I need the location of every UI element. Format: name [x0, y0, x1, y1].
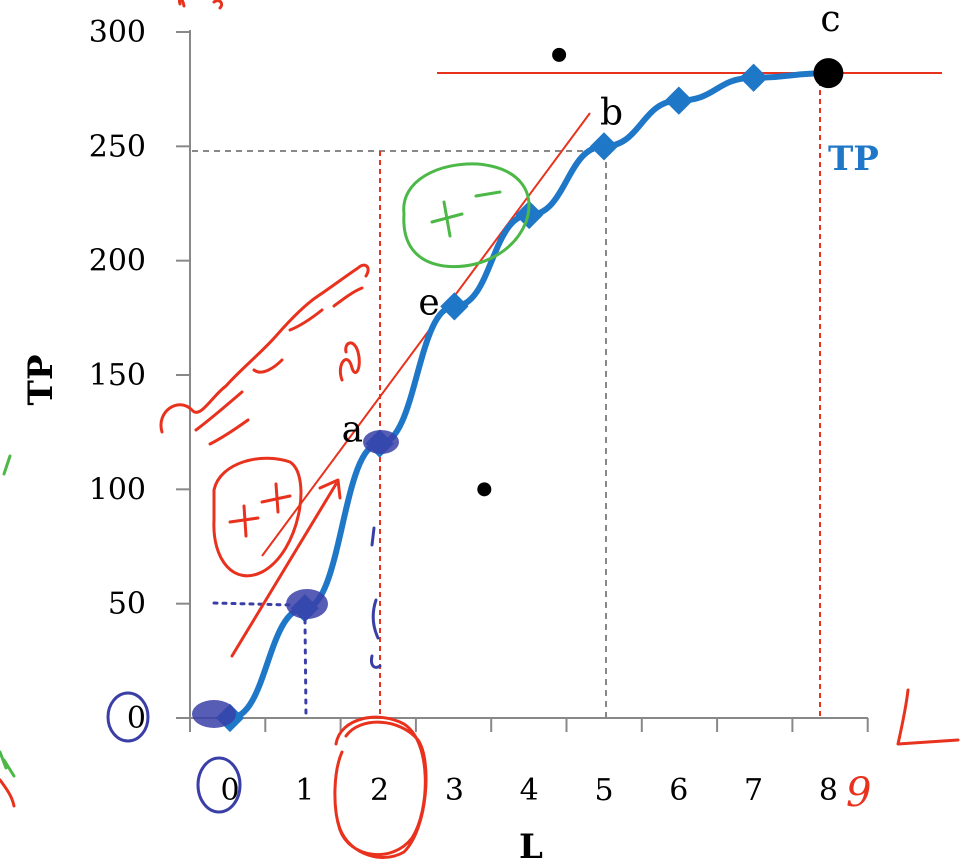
x-tick-label: 6: [669, 773, 688, 808]
point-label-b: b: [600, 92, 623, 133]
green-minus-sign: [474, 190, 502, 198]
x-tick-label: 4: [520, 773, 539, 808]
red-circle-plus-plus: [212, 456, 303, 578]
y-tick-label: 300: [89, 15, 146, 50]
blue-ink-annotations: [106, 430, 399, 814]
blue-dotted-horizontal: [212, 601, 294, 607]
tp-series-marker: [589, 132, 619, 161]
y-tick-label: 250: [89, 129, 146, 164]
red-plus-signs: [228, 482, 292, 538]
tangent-line-e: [261, 112, 591, 557]
blue-dotted-vertical-1: [303, 618, 308, 718]
point-label-e: e: [418, 282, 439, 323]
blue-scribble-point-2: [363, 430, 399, 454]
point-label-a: a: [342, 410, 363, 451]
x-tick-label: 2: [370, 773, 389, 808]
red-ink-annotations: 9: [0, 0, 960, 859]
tp-series-marker: [739, 63, 768, 92]
y-tick-label: 100: [89, 472, 146, 507]
y-axis-title: TP: [21, 355, 61, 406]
black-dot: [477, 482, 492, 497]
blue-dashes-vertical-2: [370, 526, 382, 669]
red-small-arrow: [338, 341, 361, 382]
x-tick-label: 3: [445, 773, 464, 808]
y-tick-label: 150: [89, 358, 146, 393]
series-layer: [215, 47, 844, 733]
x-tick-label: 5: [594, 773, 613, 808]
y-tick-label: 200: [89, 244, 146, 279]
red-arabic-scribble: [159, 263, 370, 446]
y-ticks: 0 50 100 150 200 250 300: [89, 15, 190, 736]
y-tick-label: 50: [108, 587, 146, 622]
x-tick-label: 0: [220, 773, 239, 808]
green-ink-annotations: [0, 162, 531, 778]
blue-scribble-point-1: [286, 589, 328, 619]
tp-series-marker: [440, 292, 469, 321]
x-tick-label: 8: [819, 773, 838, 808]
blue-circle-zero-x: [196, 756, 242, 814]
tp-series-marker: [664, 86, 693, 115]
green-plus-sign: [430, 200, 464, 238]
tp-series-line: [227, 70, 832, 721]
x-tick-label: 7: [744, 773, 763, 808]
tp-curve-label: TP: [828, 139, 879, 179]
x-axis-title: L: [519, 827, 543, 867]
red-long-arrow: [230, 478, 342, 658]
red-left-edge-mark: [0, 778, 16, 808]
blue-circle-zero-y: [106, 691, 150, 743]
red-handwritten-nine: 9: [846, 770, 871, 816]
red-circle-two: [333, 715, 428, 859]
black-dot: [552, 47, 567, 62]
point-c-marker: [813, 58, 844, 89]
y-tick-label: 0: [127, 701, 146, 736]
label-layer: a e b c: [342, 0, 841, 451]
blue-scribble-origin: [192, 700, 236, 728]
x-tick-label: 1: [295, 773, 314, 808]
x-ticks: 0 1 2 3 4 5 6 7 8: [189, 718, 869, 808]
point-label-c: c: [820, 0, 840, 40]
red-l-shape: [896, 688, 960, 746]
red-scribble-top: [178, 0, 224, 10]
green-circle-plus-minus: [402, 162, 531, 269]
green-left-edge-mark: [0, 454, 16, 778]
